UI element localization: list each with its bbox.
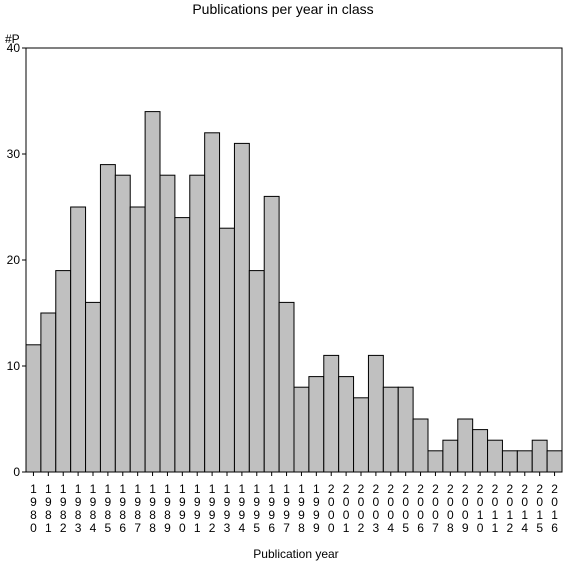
bar-2009 — [457, 418, 474, 473]
bar-1980 — [25, 344, 42, 473]
y-tick-label: 10 — [7, 359, 21, 373]
y-tick-label: 40 — [7, 41, 21, 55]
bar-1987 — [129, 206, 146, 473]
bar-2006 — [412, 418, 429, 473]
bar-2010 — [472, 429, 489, 473]
bar-2004 — [382, 386, 399, 473]
bar-1981 — [40, 312, 57, 473]
bar-1984 — [85, 301, 101, 473]
bar-1993 — [219, 227, 235, 473]
bar-2002 — [353, 397, 369, 473]
bar-1991 — [189, 174, 206, 473]
bar-2001 — [338, 376, 355, 473]
bar-1988 — [144, 111, 161, 473]
bar-2000 — [323, 354, 340, 473]
bar-2012 — [501, 450, 518, 473]
bar-2003 — [367, 354, 384, 473]
y-tick-label: 0 — [13, 465, 20, 479]
y-tick-label: 20 — [7, 253, 21, 267]
bar-1983 — [70, 206, 87, 473]
bar-2014 — [516, 450, 533, 473]
bar-1990 — [174, 217, 191, 473]
bar-1998 — [293, 386, 310, 473]
bar-2008 — [442, 439, 459, 473]
bar-2016 — [546, 450, 563, 473]
bar-2015 — [531, 439, 548, 473]
x-axis: 1 9 8 0 1 9 8 1 1 9 8 2 1 9 8 3 1 9 8 4 1 9 8 5 1 9 8 6 1 9 8 7 1 9 8 8 1 9 8 9… — [30, 472, 558, 535]
bar-2011 — [487, 439, 503, 473]
bar-1986 — [114, 174, 131, 473]
bar-2005 — [397, 386, 414, 473]
bar-1989 — [159, 174, 176, 473]
bar-1982 — [55, 270, 72, 473]
y-tick-label: 30 — [7, 147, 21, 161]
y-axis-label: #P — [5, 32, 20, 46]
bar-1985 — [99, 164, 116, 473]
bar-1992 — [204, 132, 221, 473]
bar-1996 — [263, 195, 280, 473]
bar-1994 — [233, 142, 250, 473]
bar-1999 — [308, 376, 325, 473]
chart-title: Publications per year in class — [192, 1, 373, 17]
y-axis: 0 10 20 30 40 — [7, 41, 26, 479]
bars — [25, 111, 563, 473]
bar-1997 — [278, 301, 295, 473]
bar-1995 — [248, 270, 265, 473]
x-axis-label: Publication year — [253, 547, 338, 561]
bar-2007 — [427, 450, 444, 473]
